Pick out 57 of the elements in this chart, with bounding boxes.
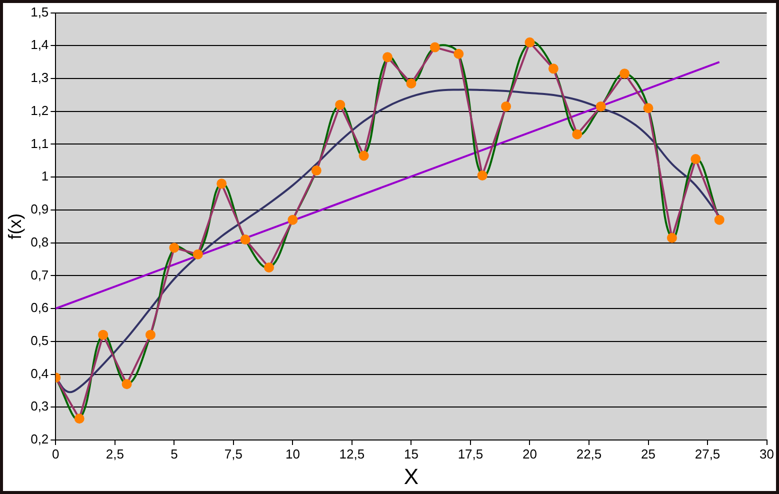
point	[643, 103, 654, 114]
point	[216, 178, 227, 189]
point	[311, 166, 322, 176]
x-axis-title: X	[404, 464, 419, 489]
point	[524, 37, 535, 48]
y-tick-label: 0,6	[30, 300, 49, 316]
point	[74, 414, 84, 424]
y-axis-title: f(x)	[4, 213, 25, 240]
point	[666, 232, 677, 243]
x-tick-label: 27,5	[694, 446, 720, 462]
y-tick-label: 1,3	[30, 70, 49, 86]
point	[288, 214, 298, 225]
y-tick-label: 1,2	[30, 102, 49, 118]
point	[264, 262, 274, 272]
x-tick-label: 12,5	[339, 446, 365, 462]
x-tick-label: 0	[52, 446, 60, 462]
point	[169, 242, 180, 253]
x-tick-label: 7,5	[224, 446, 242, 462]
x-tick-label: 17,5	[458, 446, 484, 462]
point	[714, 214, 724, 225]
x-tick-label: 22,5	[576, 446, 602, 462]
point	[192, 249, 203, 260]
point	[620, 68, 630, 79]
point	[98, 330, 108, 340]
point	[501, 101, 512, 112]
point	[382, 52, 393, 62]
y-tick-label: 0,3	[30, 398, 49, 414]
y-tick-label: 1,1	[30, 136, 49, 151]
point	[358, 150, 369, 161]
y-tick-label: 1	[41, 168, 49, 184]
x-tick-label: 5	[170, 446, 178, 462]
point	[690, 154, 701, 164]
x-tick-label: 10	[285, 446, 300, 462]
y-tick-label: 0,8	[30, 234, 49, 250]
point	[406, 78, 416, 88]
point	[122, 379, 132, 390]
point	[548, 64, 558, 74]
y-tick-label: 0,7	[30, 267, 49, 282]
point	[477, 170, 488, 180]
y-tick-label: 0,4	[30, 366, 49, 381]
point	[430, 42, 440, 52]
point	[240, 234, 250, 245]
x-tick-label: 15	[404, 446, 418, 462]
x-tick-label: 2,5	[106, 446, 124, 462]
point	[596, 101, 606, 112]
y-tick-label: 0,5	[30, 332, 49, 348]
y-tick-label: 1,4	[30, 37, 49, 52]
point	[454, 48, 464, 59]
point	[145, 330, 156, 340]
x-tick-label: 25	[641, 446, 656, 462]
point	[335, 100, 346, 110]
y-tick-label: 0,9	[30, 202, 49, 217]
point	[572, 129, 582, 140]
y-tick-label: 1,5	[30, 4, 49, 20]
x-tick-label: 30	[760, 446, 774, 462]
x-tick-label: 20	[522, 446, 537, 462]
y-tick-label: 0,2	[30, 432, 49, 447]
